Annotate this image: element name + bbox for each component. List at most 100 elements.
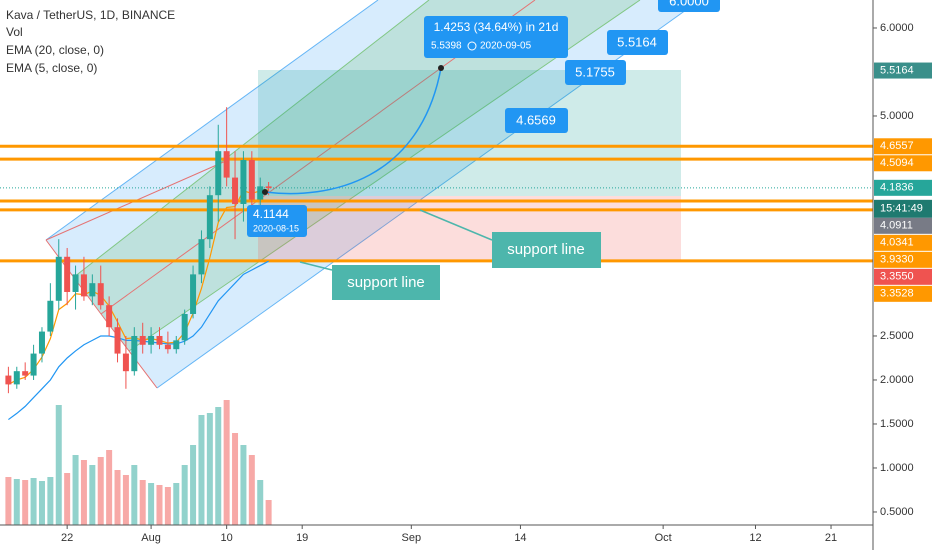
ema-line — [8, 260, 269, 421]
price-label-box — [874, 217, 932, 234]
volume-bar — [80, 460, 87, 525]
price-label-box — [874, 138, 932, 155]
candle-body — [13, 371, 20, 385]
volume-bar — [215, 407, 222, 525]
candle-body — [47, 300, 54, 332]
price-label: 4.1836 — [880, 182, 914, 194]
x-tick-label: 10 — [221, 532, 233, 544]
volume-bar — [64, 473, 71, 525]
ema-line — [8, 189, 269, 385]
volume-bar — [97, 457, 104, 525]
volume-bar — [5, 477, 12, 525]
candle-body — [122, 353, 129, 372]
price-label: 3.9330 — [880, 254, 914, 266]
price-label-box — [874, 179, 932, 196]
candle-body — [206, 195, 213, 240]
x-tick-label: Sep — [402, 532, 422, 544]
candle-body — [164, 344, 171, 350]
volume-bar — [223, 400, 230, 525]
volume-bar — [156, 485, 163, 525]
volume-bar — [106, 450, 113, 525]
price-label-box — [874, 285, 932, 302]
volume-bar — [114, 470, 121, 525]
volume-bar — [248, 455, 255, 525]
y-tick-label: 1.0000 — [880, 462, 914, 474]
volume-bar — [198, 415, 205, 525]
target-label: 5.5164 — [617, 34, 657, 49]
axes: 0.5000 1.0000 1.5000 2.0000 2.5000 5.0000 6.00… — [61, 22, 932, 544]
countdown-label: 15:41:49 — [880, 203, 923, 215]
price-label-box — [874, 268, 932, 285]
price-label: 3.3528 — [880, 288, 914, 300]
volume-bar — [13, 479, 20, 525]
indicator-label: EMA (20, close, 0) — [6, 43, 104, 57]
support-box — [332, 265, 440, 300]
x-tick-label: 21 — [825, 532, 837, 544]
projection-date: 2020-09-05 — [480, 41, 532, 52]
indicator-label: EMA (5, close, 0) — [6, 61, 97, 75]
volume-bar — [89, 465, 96, 525]
projection-curve — [264, 67, 442, 195]
y-tick-label: 6.0000 — [880, 22, 914, 34]
start-date: 2020-08-15 — [253, 223, 299, 233]
y-tick-label: 2.5000 — [880, 330, 914, 342]
price-label-box — [874, 155, 932, 172]
candle-body — [190, 274, 197, 314]
price-label: 4.0341 — [880, 237, 914, 249]
price-label: 4.5094 — [880, 157, 914, 169]
candle-body — [22, 371, 29, 376]
chart-title: Kava / TetherUS, 1D, BINANCE — [6, 8, 175, 22]
candle-body — [5, 375, 12, 385]
x-tick-label: Oct — [655, 532, 672, 544]
candle-body — [64, 256, 71, 292]
target-label: 5.1755 — [575, 64, 615, 79]
target-box — [607, 30, 668, 55]
candle-body — [148, 335, 155, 345]
volume-bar — [122, 475, 129, 525]
candle-body — [30, 353, 37, 376]
x-tick-label: 14 — [514, 532, 526, 544]
volume-bar — [131, 465, 138, 525]
candle-body — [38, 331, 45, 354]
candle-body — [257, 186, 264, 200]
support-box — [492, 232, 601, 268]
volume-bar — [38, 481, 45, 525]
volume-bar — [181, 465, 188, 525]
support-label: support line — [507, 241, 585, 258]
candle-body — [181, 313, 188, 341]
volume-bar — [232, 433, 239, 525]
volume-bar — [22, 480, 29, 525]
price-label-box — [874, 234, 932, 251]
candle-body — [80, 274, 87, 297]
target-label: 6.0000 — [669, 0, 709, 8]
support-label: support line — [347, 274, 425, 291]
volume-bar — [257, 480, 264, 525]
volume-bar — [55, 405, 62, 525]
x-tick-label: 22 — [61, 532, 73, 544]
candle-body — [232, 177, 239, 204]
candle-body — [131, 335, 138, 372]
candle-body — [223, 151, 230, 178]
pitchfork-inner — [74, 0, 640, 351]
projection-end — [438, 65, 444, 71]
candle-body — [55, 256, 62, 301]
candle-body — [215, 151, 222, 196]
support-pointer — [419, 209, 493, 241]
target-label: 4.6569 — [516, 112, 556, 127]
y-tick-label: 5.0000 — [880, 110, 914, 122]
projection-text: 1.4253 (34.64%) in 21d — [434, 20, 559, 34]
x-tick-label: 19 — [296, 532, 308, 544]
projection-box — [424, 16, 568, 58]
indicator-label: Vol — [6, 25, 23, 39]
price-label: 5.5164 — [880, 64, 914, 76]
y-tick-label: 2.0000 — [880, 374, 914, 386]
candle-body — [156, 335, 163, 345]
target-box — [658, 0, 720, 12]
volume-bar — [148, 483, 155, 525]
long-stop-zone — [258, 196, 681, 260]
candle-body — [106, 305, 113, 328]
candle-body — [97, 283, 104, 306]
pitchfork-line — [73, 0, 430, 278]
volume-bar — [173, 483, 180, 525]
